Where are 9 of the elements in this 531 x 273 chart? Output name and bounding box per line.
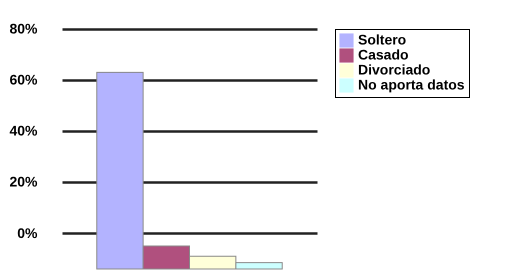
y-tick-label: 20% [9,174,38,190]
legend-label: No aporta datos [358,76,465,92]
y-tick-label: 80% [9,20,38,36]
y-tick-label: 40% [9,122,38,139]
legend-label: Divorciado [358,62,430,78]
legend-label: Soltero [358,32,406,48]
y-tick-label: 0% [17,224,38,241]
y-tick-label: 60% [9,72,38,88]
legend-label: Casado [358,46,409,62]
